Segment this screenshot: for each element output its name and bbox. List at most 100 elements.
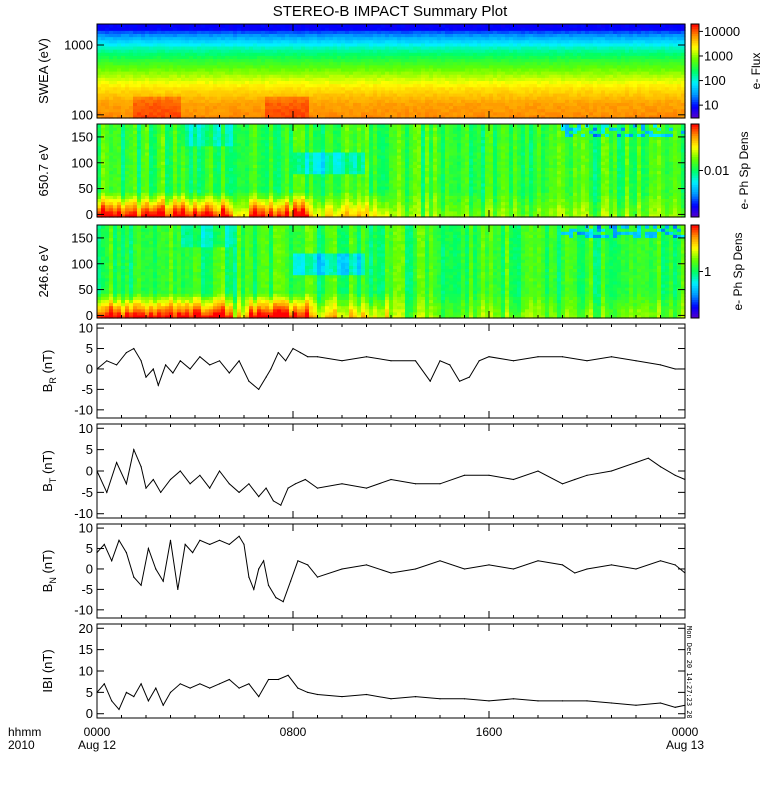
heatmap-cell	[561, 24, 566, 28]
heatmap-cell	[381, 24, 386, 28]
heatmap-cell	[117, 24, 122, 28]
heatmap-cell	[401, 24, 406, 28]
heatmap-cell	[597, 24, 602, 28]
y-tick-label: 1000	[64, 38, 93, 53]
heatmap-cell	[309, 24, 314, 28]
heatmap-cell	[577, 24, 582, 28]
heatmap-cell	[613, 24, 618, 28]
heatmap-cell	[645, 24, 650, 28]
heatmap-cell	[149, 24, 154, 28]
heatmap-cell	[453, 24, 458, 28]
heatmap-cell	[497, 24, 502, 28]
heatmap-cell	[421, 24, 426, 28]
heatmap-cell	[441, 24, 446, 28]
heatmap-cell	[637, 24, 642, 28]
heatmap-cell	[369, 24, 374, 28]
heatmap-cell	[285, 24, 290, 28]
heatmap-cell	[573, 24, 578, 28]
heatmap-cell	[141, 24, 146, 28]
heatmap-cell	[161, 24, 166, 28]
heatmap-cell	[541, 24, 546, 28]
heatmap-cell	[141, 124, 146, 128]
heatmap-cell	[669, 24, 674, 28]
heatmap-cell	[533, 24, 538, 28]
heatmap-cell	[385, 24, 390, 28]
heatmap-cell	[553, 24, 558, 28]
heatmap-cell	[101, 124, 106, 128]
heatmap-cell	[465, 24, 470, 28]
heatmap-cell	[377, 24, 382, 28]
heatmap-cell	[301, 24, 306, 28]
heatmap-cell	[149, 124, 154, 128]
heatmap-cell	[469, 24, 474, 28]
heatmap-cell	[101, 24, 106, 28]
heatmap-cell	[281, 24, 286, 28]
heatmap-cell	[109, 24, 114, 28]
heatmap-cell	[529, 24, 534, 28]
heatmap-cell	[305, 24, 310, 28]
heatmap-cell	[361, 24, 366, 28]
heatmap-cell	[209, 24, 214, 28]
heatmap-cell	[617, 24, 622, 28]
heatmap-cell	[105, 24, 110, 28]
heatmap-cell	[633, 24, 638, 28]
heatmap-cell	[253, 24, 258, 28]
heatmap-cell	[517, 24, 522, 28]
heatmap-cell	[157, 24, 162, 28]
colorbar-label-swea: e- Flux	[749, 53, 763, 90]
heatmap-cell	[277, 24, 282, 28]
heatmap-cell	[325, 24, 330, 28]
heatmap-cell	[417, 24, 422, 28]
heatmap-cell	[569, 24, 574, 28]
colorbar-tick-label: 10	[704, 98, 718, 113]
heatmap-cell	[425, 24, 430, 28]
heatmap-cell	[229, 24, 234, 28]
heatmap-cell	[269, 24, 274, 28]
heatmap-cell	[165, 24, 170, 28]
heatmap-cells-swea	[97, 24, 686, 119]
heatmap-cell	[225, 24, 230, 28]
heatmap-cell	[245, 24, 250, 28]
heatmap-cell	[181, 24, 186, 28]
heatmap-cell	[405, 24, 410, 28]
heatmap-cell	[473, 24, 478, 28]
heatmap-cell	[433, 24, 438, 28]
heatmap-cell	[629, 24, 634, 28]
heatmap-cell	[545, 24, 550, 28]
heatmap-cell	[117, 124, 122, 128]
colorbar-tick-label: 1000	[704, 48, 733, 63]
heatmap-cell	[153, 124, 158, 128]
heatmap-cell	[257, 24, 262, 28]
heatmap-cells-pad650	[97, 124, 686, 218]
heatmap-cell	[297, 24, 302, 28]
heatmap-cell	[477, 24, 482, 28]
heatmap-cell	[197, 24, 202, 28]
heatmap-cell	[185, 24, 190, 28]
heatmap-cell	[409, 24, 414, 28]
heatmap-cell	[345, 24, 350, 28]
heatmap-cell	[213, 24, 218, 28]
heatmap-cell	[489, 24, 494, 28]
heatmap-cell	[349, 24, 354, 28]
heatmap-cell	[625, 24, 630, 28]
heatmap-cell	[125, 24, 130, 28]
heatmap-cell	[321, 24, 326, 28]
heatmap-cell	[481, 24, 486, 28]
heatmap-cell	[97, 24, 102, 28]
heatmap-cell	[393, 24, 398, 28]
heatmap-cell	[581, 24, 586, 28]
heatmap-cell	[525, 24, 530, 28]
heatmap-cell	[437, 24, 442, 28]
y-axis-label-swea: SWEA (eV)	[36, 38, 51, 104]
colorbar-tick-label: 100	[704, 73, 726, 88]
heatmap-cell	[113, 24, 118, 28]
heatmap-cell	[241, 24, 246, 28]
heatmap-cell	[457, 24, 462, 28]
heatmap-cell	[205, 24, 210, 28]
heatmap-cell	[329, 24, 334, 28]
heatmap-cell	[621, 24, 626, 28]
heatmap-cell	[521, 24, 526, 28]
